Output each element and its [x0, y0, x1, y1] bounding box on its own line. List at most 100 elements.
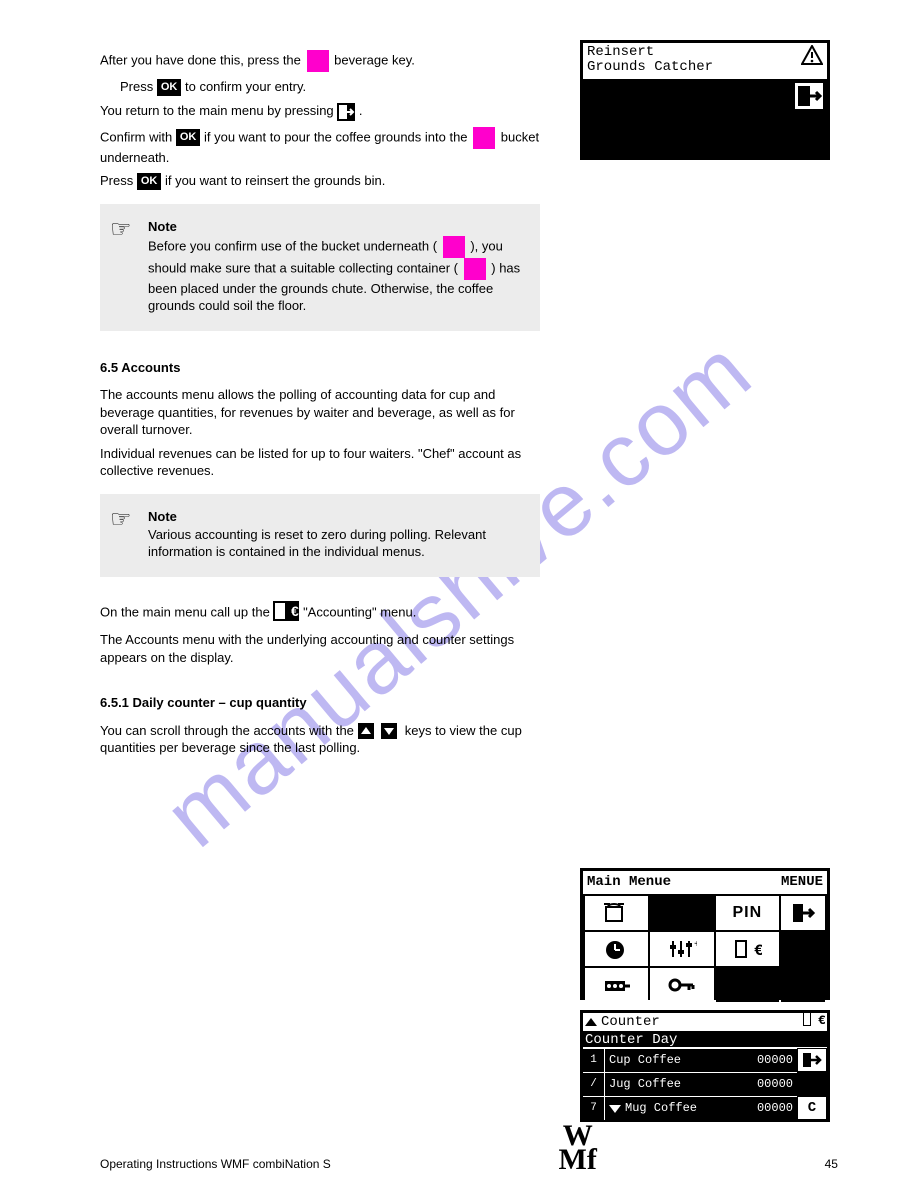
- counter-subtitle: Counter Day: [585, 1031, 677, 1047]
- ok-badge: OK: [157, 79, 182, 96]
- main-text-column: After you have done this, press the beve…: [100, 50, 540, 763]
- counter-list: Cup Coffee 00000 Jug Coffee 00000 Mug Co…: [605, 1048, 797, 1120]
- accounts-p3: On the main menu call up the € "Accounti…: [100, 601, 540, 626]
- menu-item-cleaning[interactable]: [585, 896, 648, 930]
- t: if you want to reinsert the grounds bin.: [165, 173, 385, 188]
- para-reinsert: Press OK if you want to reinsert the gro…: [100, 172, 540, 190]
- menu-item-key[interactable]: [650, 968, 713, 1002]
- menu-exit-button[interactable]: [781, 896, 825, 930]
- menu-title-bar: Main Menue MENUE: [583, 871, 827, 894]
- para-bucket: Confirm with OK if you want to pour the …: [100, 127, 540, 167]
- accounts-p1: The accounts menu allows the polling of …: [100, 386, 540, 439]
- arrow-up-icon[interactable]: [585, 1018, 597, 1026]
- ok-badge: OK: [176, 129, 201, 146]
- bucket-key-icon: [443, 236, 465, 258]
- svg-text:+: +: [694, 940, 697, 951]
- section-heading-accounts: 6.5 Accounts: [100, 359, 540, 377]
- t: to confirm your entry.: [185, 79, 306, 94]
- menu-grid: PIN + €: [583, 894, 827, 1004]
- counter-header: Counter €: [583, 1013, 827, 1031]
- note-heading: Note: [148, 218, 524, 236]
- counter-row: Cup Coffee 00000: [605, 1048, 797, 1072]
- menu-title-right: MENUE: [781, 873, 823, 892]
- accounting-icon: €: [801, 1011, 825, 1034]
- footer-left: Operating Instructions WMF combiNation S: [100, 1156, 331, 1172]
- daily-p1: You can scroll through the accounts with…: [100, 722, 540, 757]
- note-body: Before you confirm use of the bucket und…: [148, 236, 524, 315]
- svg-text:€: €: [754, 942, 762, 960]
- display-reinsert-grounds: Reinsert Grounds Catcher: [580, 40, 830, 160]
- beverage-name: Mug Coffee: [625, 1100, 697, 1116]
- page-sep: /: [583, 1072, 605, 1096]
- menu-item-timer[interactable]: [585, 932, 648, 966]
- footer-page-number: 45: [825, 1156, 838, 1172]
- exit-button[interactable]: [795, 83, 823, 109]
- beverage-count: 00000: [757, 1076, 793, 1092]
- page-num-bot: 7: [583, 1096, 605, 1120]
- note-box-accounts: ☞ Note Various accounting is reset to ze…: [100, 494, 540, 577]
- empty-button: [798, 1073, 826, 1095]
- counter-row: Jug Coffee 00000: [605, 1072, 797, 1096]
- display-title-text: Reinsert Grounds Catcher: [587, 45, 713, 76]
- section-heading-daily-counter: 6.5.1 Daily counter – cup quantity: [100, 694, 540, 712]
- t: On the main menu call up the: [100, 604, 273, 619]
- t: Reinsert: [587, 45, 713, 60]
- para-ok-confirm: Press OK to confirm your entry.: [120, 78, 540, 96]
- counter-rows: 1 / 7 Cup Coffee 00000 Jug Coffee 00000 …: [583, 1048, 827, 1120]
- note-heading: Note: [148, 508, 524, 526]
- accounts-p2: Individual revenues can be listed for up…: [100, 445, 540, 480]
- arrow-down-icon: [381, 723, 397, 739]
- arrow-down-icon[interactable]: [609, 1105, 621, 1113]
- t: Before you confirm use of the bucket und…: [148, 238, 437, 253]
- counter-side-buttons: C: [797, 1048, 827, 1120]
- counter-row: Mug Coffee 00000: [605, 1096, 797, 1120]
- beverage-name: Cup Coffee: [609, 1052, 681, 1068]
- t: After you have done this, press the: [100, 52, 305, 67]
- beverage-count: 00000: [757, 1100, 793, 1116]
- menu-item-empty: [781, 932, 825, 966]
- para-return-menu: You return to the main menu by pressing …: [100, 102, 540, 121]
- warning-icon: [801, 45, 823, 65]
- container-ref-icon: [464, 258, 486, 280]
- svg-text:€: €: [818, 1013, 825, 1027]
- note-box-grounds: ☞ Note Before you confirm use of the buc…: [100, 204, 540, 331]
- display-main-menu: Main Menue MENUE PIN + €: [580, 868, 830, 1000]
- page-footer: Operating Instructions WMF combiNation S…: [0, 1124, 918, 1172]
- para-grounds-chute: After you have done this, press the beve…: [100, 50, 540, 72]
- page-indicator: 1 / 7: [583, 1048, 605, 1120]
- display-title-bar: Reinsert Grounds Catcher: [583, 43, 827, 79]
- menu-item-descale[interactable]: [585, 968, 648, 1002]
- t: "Accounting" menu.: [303, 604, 416, 619]
- exit-icon: [337, 103, 355, 121]
- t: beverage key.: [334, 52, 415, 67]
- counter-title: Counter: [601, 1013, 660, 1032]
- t: if you want to pour the coffee grounds i…: [204, 129, 471, 144]
- pointing-hand-icon: ☞: [110, 504, 132, 536]
- menu-item-accounting[interactable]: €: [716, 932, 779, 966]
- menu-item-empty: [781, 968, 825, 1002]
- clear-button[interactable]: C: [798, 1097, 826, 1119]
- accounting-menu-icon: €: [273, 601, 299, 626]
- accounts-p4: The Accounts menu with the underlying ac…: [100, 631, 540, 666]
- t: Press: [120, 79, 153, 94]
- t: You return to the main menu by pressing: [100, 103, 337, 118]
- beverage-name: Jug Coffee: [609, 1076, 681, 1092]
- counter-subheader: Counter Day: [583, 1031, 827, 1048]
- t: .: [359, 103, 363, 118]
- menu-item-settings[interactable]: +: [650, 932, 713, 966]
- wmf-logo: W Mf: [559, 1124, 597, 1172]
- menu-item-empty: [716, 968, 779, 1002]
- exit-button[interactable]: [798, 1049, 826, 1071]
- page: manualshive.com After you have done this…: [0, 0, 918, 1188]
- t: Confirm with: [100, 129, 176, 144]
- menu-item-pin[interactable]: PIN: [716, 896, 779, 930]
- svg-text:€: €: [291, 603, 299, 619]
- page-num-top: 1: [583, 1048, 605, 1072]
- t: Grounds Catcher: [587, 60, 713, 75]
- arrow-up-icon: [358, 723, 374, 739]
- menu-item-empty: [650, 896, 713, 930]
- t: You can scroll through the accounts with…: [100, 723, 358, 738]
- beverage-key-icon: [307, 50, 329, 72]
- display-counter: Counter € Counter Day 1 / 7 Cup Coffee 0…: [580, 1010, 830, 1122]
- beverage-count: 00000: [757, 1052, 793, 1068]
